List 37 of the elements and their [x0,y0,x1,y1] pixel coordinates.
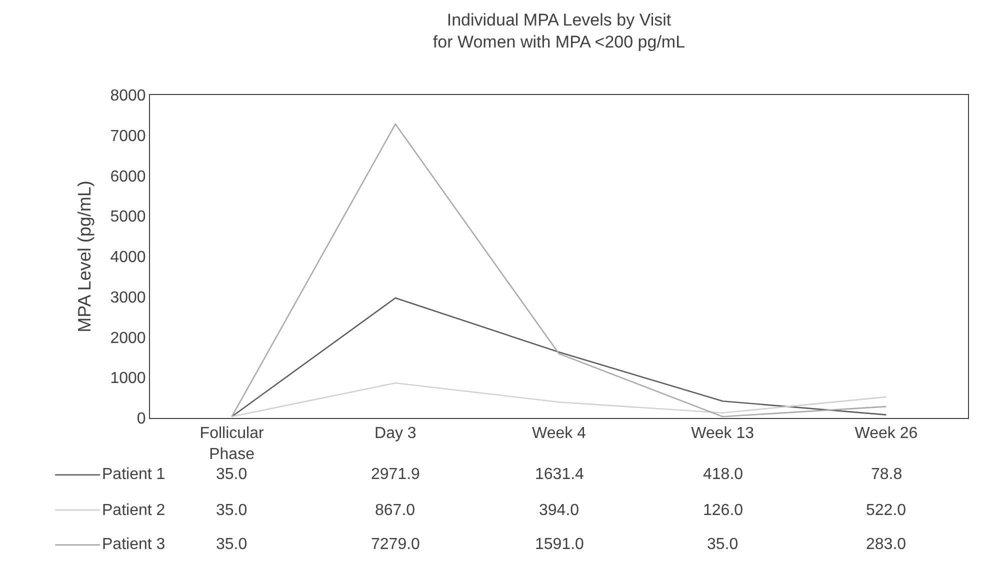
x-tick-label: Follicular Phase [200,425,264,463]
line-series [231,297,887,418]
legend-label: Patient 1 [102,466,166,483]
data-label: 1631.4 [535,466,584,483]
data-label: 394.0 [539,502,580,519]
x-tick-label: Week 26 [854,425,918,442]
y-tick-label: 5000 [110,208,146,226]
data-label: 867.0 [375,502,416,519]
x-tick-label: Week 4 [532,425,586,442]
legend-label: Patient 2 [102,502,166,519]
data-label: 2971.9 [371,466,420,483]
x-tick-label: Week 13 [691,425,754,442]
data-label: 35.0 [216,536,248,553]
y-tick-label: 2000 [110,330,146,347]
y-tick-label: 4000 [110,249,146,266]
data-label: 35.0 [216,502,248,519]
data-label: 78.8 [871,466,902,483]
data-label: 418.0 [703,466,744,483]
y-tick-label: 7000 [110,128,146,145]
chart-title: Individual MPA Levels by Visit for Women with MPA <200 pg/mL [432,10,686,52]
data-label: 126.0 [703,502,744,519]
data-label: 35.0 [216,466,248,483]
y-tick-label: 6000 [110,168,146,186]
line-series [231,123,887,418]
data-label: 283.0 [866,536,906,553]
y-tick-label: 1000 [110,370,146,388]
legend-label: Patient 3 [102,536,166,553]
y-axis-title: MPA Level (pg/mL) [74,180,94,332]
data-label: 35.0 [707,536,738,553]
data-label: 1591.0 [535,536,584,553]
y-tick-label: 0 [136,410,146,428]
y-tick-label: 8000 [110,88,146,105]
line-series [231,382,887,418]
y-tick-label: 3000 [110,289,146,306]
data-label: 522.0 [866,502,906,519]
x-tick-label: Day 3 [374,425,416,442]
data-label: 7279.0 [371,536,420,553]
